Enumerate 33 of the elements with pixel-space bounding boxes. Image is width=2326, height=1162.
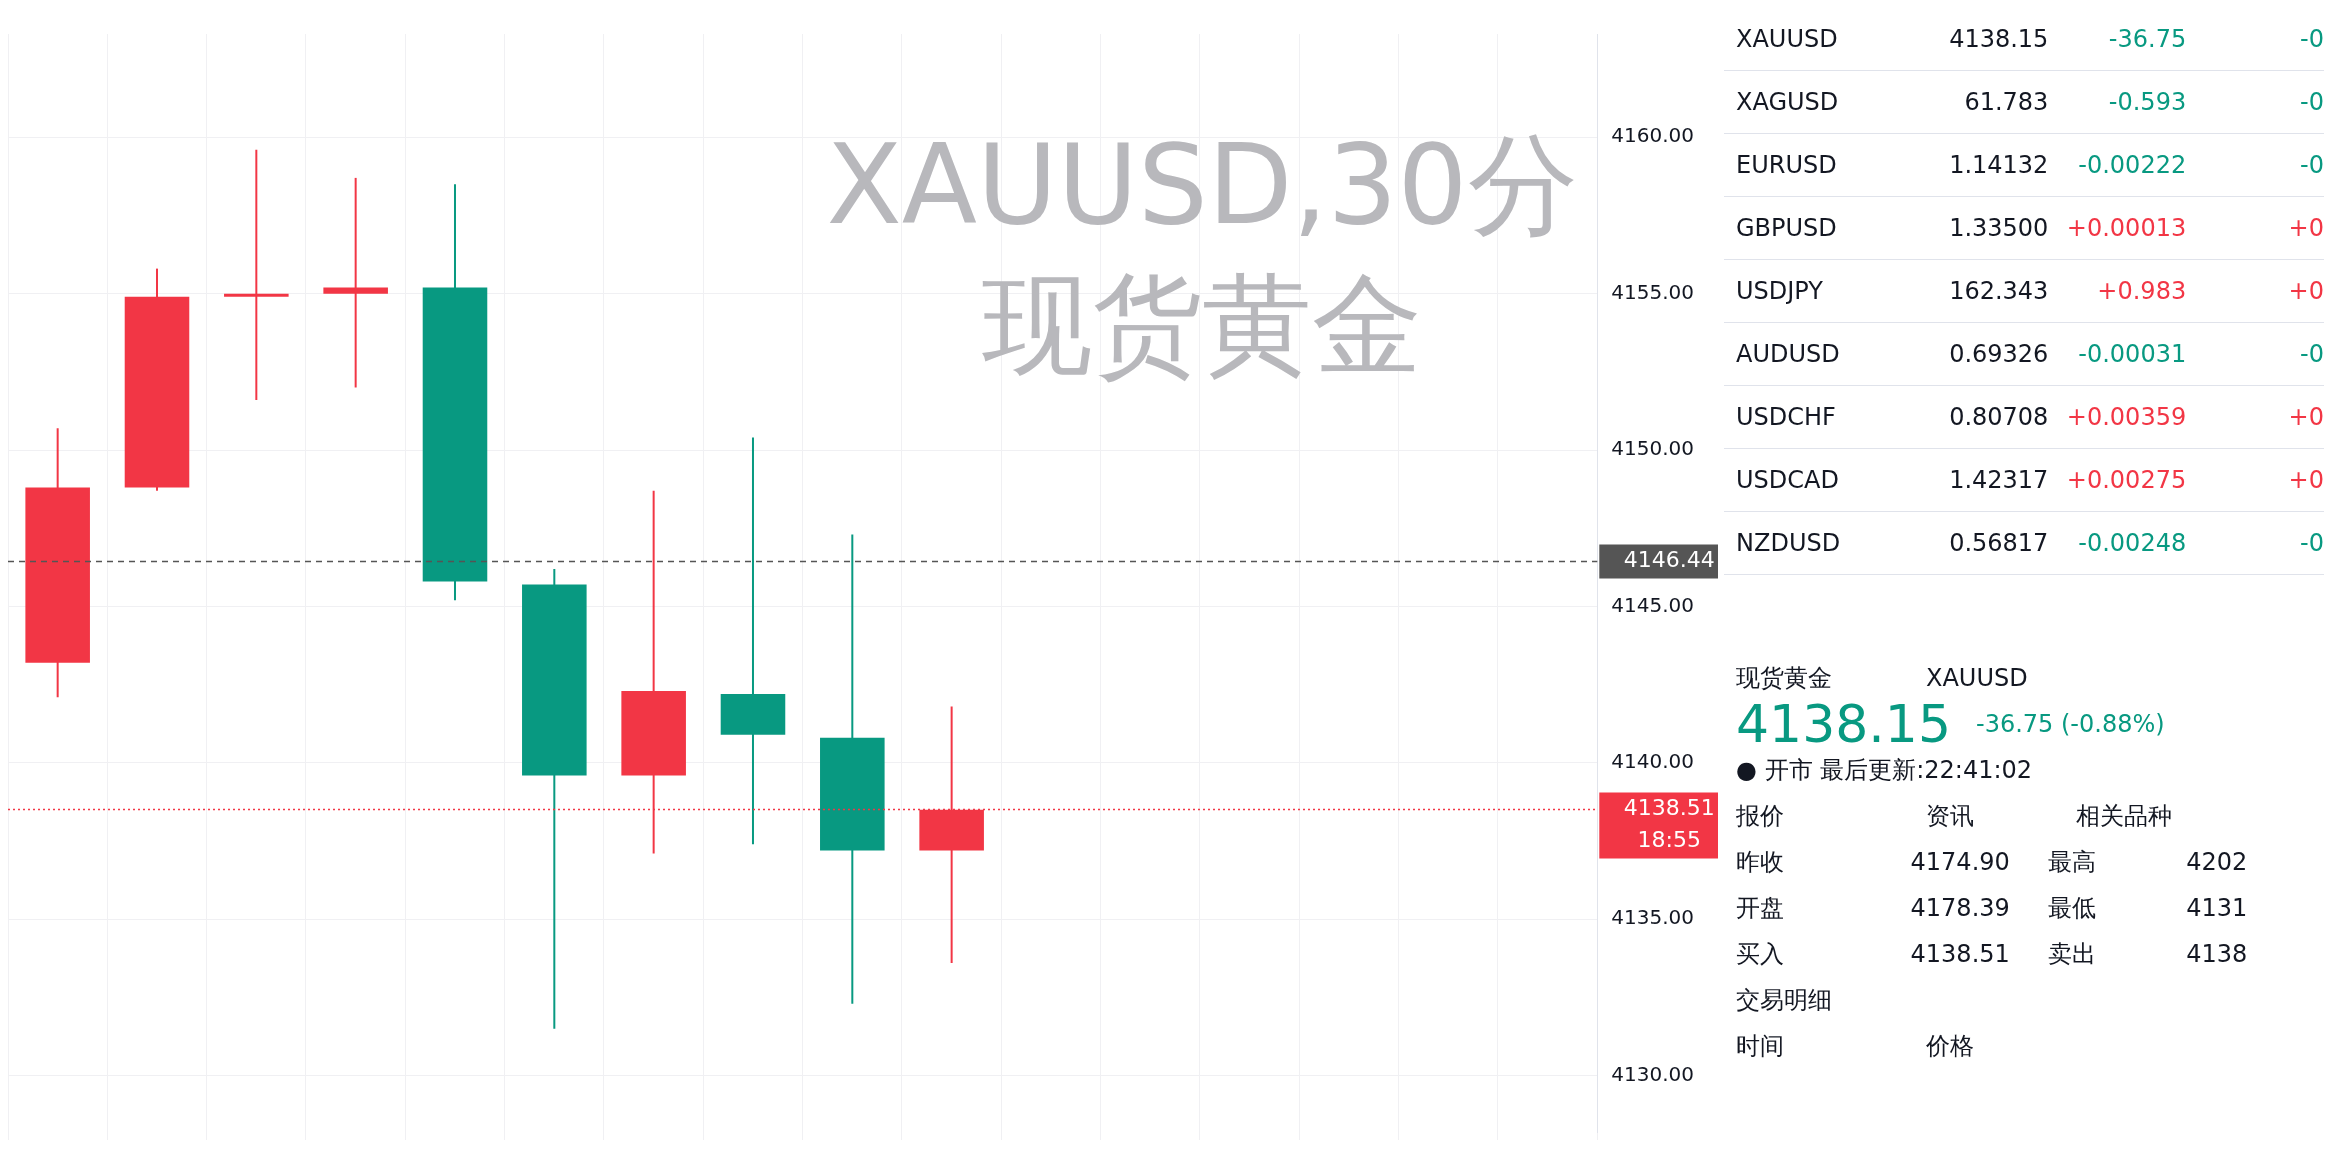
y-tick-label: 4135.00 bbox=[1611, 905, 1695, 930]
y-tick-label: 4145.00 bbox=[1611, 592, 1695, 617]
text: 时间 价格 bbox=[1736, 1032, 1974, 1060]
text: ● 开市 最后更新:22:41:02 bbox=[1736, 755, 2033, 786]
text: EURUSD 1.14132 -0.00222 -0 bbox=[1736, 151, 2324, 179]
text: 买入 4138.51 卖出 4138 bbox=[1736, 940, 2248, 968]
text: XAUUSD 4138.15 -36.75 -0 bbox=[1736, 25, 2324, 53]
text: NZDUSD 0.56817 -0.00248 -0 bbox=[1736, 529, 2324, 557]
text: 交易明细 bbox=[1736, 985, 1833, 1016]
text: 现货黄金 bbox=[981, 260, 1422, 389]
text: 报价 资讯 相关品种 bbox=[1736, 802, 2172, 830]
y-tick-label: 4140.00 bbox=[1611, 749, 1695, 774]
text: AUDUSD 0.69326 -0.00031 -0 bbox=[1736, 340, 2324, 368]
candlestick bbox=[224, 148, 289, 401]
text: XAGUSD 61.783 -0.593 -0 bbox=[1736, 88, 2324, 116]
ref-line-label: 4138.51 bbox=[1623, 795, 1715, 821]
text: USDJPY 162.343 +0.983 +0 bbox=[1736, 277, 2324, 305]
text: 昨收 4174.90 最高 4202 bbox=[1736, 848, 2248, 876]
text: USDCAD 1.42317 +0.00275 +0 bbox=[1736, 466, 2324, 494]
y-tick-label: 4130.00 bbox=[1611, 1061, 1695, 1086]
text: 现货黄金 XAUUSD bbox=[1736, 664, 2028, 692]
text: XAUUSD,30分 bbox=[826, 120, 1578, 249]
text: 开盘 4178.39 最低 4131 bbox=[1736, 894, 2248, 922]
ref-line-label: 4146.44 bbox=[1623, 547, 1715, 573]
candlestick bbox=[720, 436, 786, 846]
text: GBPUSD 1.33500 +0.00013 +0 bbox=[1736, 214, 2324, 242]
y-tick-label: 4160.00 bbox=[1611, 123, 1695, 148]
candlestick bbox=[323, 176, 388, 389]
y-tick-label: 4155.00 bbox=[1611, 279, 1695, 304]
text: USDCHF 0.80708 +0.00359 +0 bbox=[1736, 403, 2324, 431]
y-tick-label: 4150.00 bbox=[1611, 436, 1695, 461]
text: 4138.15 -36.75 (-0.88%) bbox=[1736, 694, 2166, 754]
text: 18:55 bbox=[1637, 827, 1701, 853]
